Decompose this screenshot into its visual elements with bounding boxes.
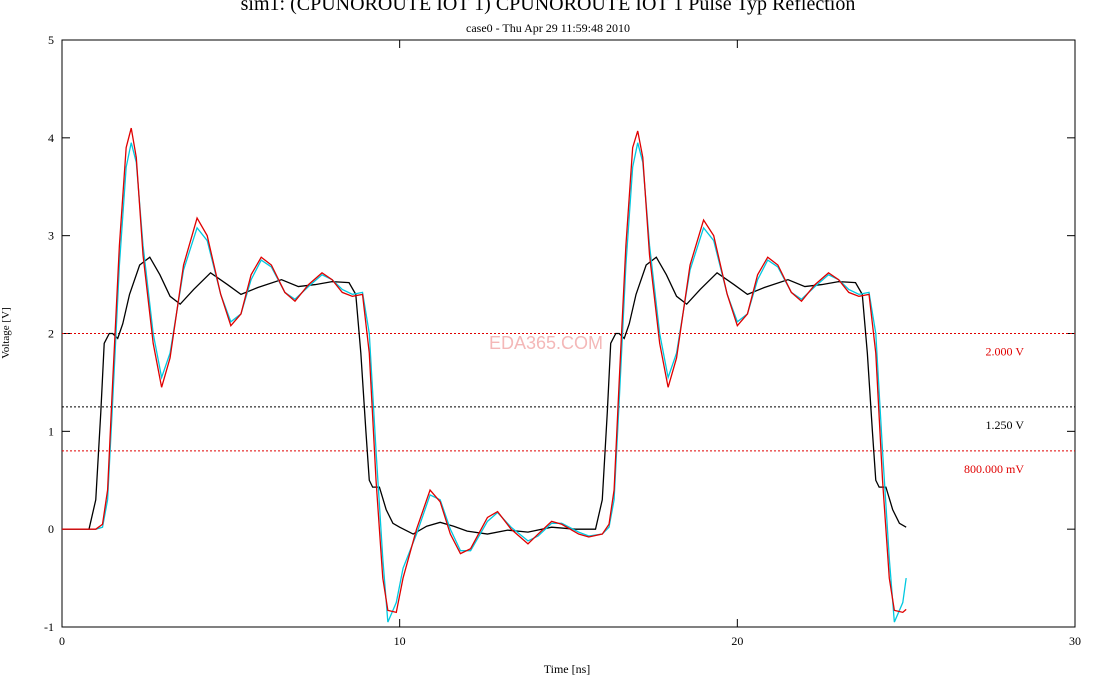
series-line bbox=[62, 127, 907, 614]
series-line bbox=[62, 142, 907, 623]
y-axis-label: Voltage [V] bbox=[0, 307, 12, 358]
x-tick-label: 10 bbox=[394, 634, 406, 648]
y-tick-label: 5 bbox=[48, 33, 54, 47]
reference-label: 2.000 V bbox=[986, 345, 1025, 359]
y-tick-label: 3 bbox=[48, 229, 54, 243]
series-line bbox=[62, 256, 907, 535]
y-tick-label: 0 bbox=[48, 522, 54, 536]
chart-subtitle: case0 - Thu Apr 29 11:59:48 2010 bbox=[466, 21, 630, 35]
x-tick-label: 0 bbox=[59, 634, 65, 648]
y-tick-label: 4 bbox=[48, 131, 54, 145]
x-axis-label: Time [ns] bbox=[544, 662, 591, 676]
reference-label: 800.000 mV bbox=[964, 462, 1024, 476]
reference-label: 1.250 V bbox=[986, 418, 1025, 432]
y-tick-label: 2 bbox=[48, 327, 54, 341]
y-tick-label: -1 bbox=[44, 620, 54, 634]
x-tick-label: 20 bbox=[731, 634, 743, 648]
y-tick-label: 1 bbox=[48, 424, 54, 438]
watermark: EDA365.COM bbox=[489, 333, 603, 353]
x-tick-label: 30 bbox=[1069, 634, 1081, 648]
chart-title: sim1: (CPUNOROUTE IOT 1) CPUNOROUTE IOT … bbox=[241, 0, 856, 15]
